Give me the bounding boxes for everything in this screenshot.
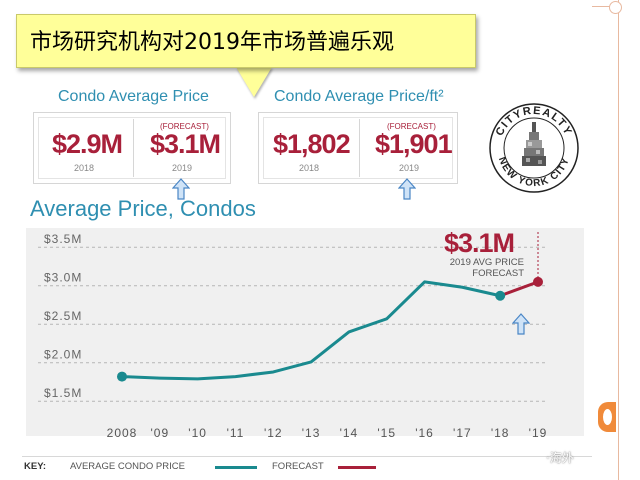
x-tick-label: '13 bbox=[301, 426, 321, 440]
panel-title-price-per-ft: Condo Average Price/ft² bbox=[274, 88, 444, 105]
key-avg-label: AVERAGE CONDO PRICE bbox=[70, 461, 185, 472]
callout-banner: 市场研究机构对2019年市场普遍乐观 bbox=[16, 14, 478, 97]
x-tick-label: '15 bbox=[377, 426, 397, 440]
x-tick-label: 2008 bbox=[106, 426, 138, 440]
data-point-2019-forecast bbox=[533, 276, 543, 287]
line-chart: $1.5M $2.0M $2.5M $3.0M $3.5M bbox=[38, 232, 546, 402]
x-tick-label: '14 bbox=[339, 426, 359, 440]
up-arrow-icon bbox=[398, 178, 416, 200]
up-arrow-icon bbox=[172, 178, 190, 200]
forecast-annotation-line2: FORECAST bbox=[472, 268, 524, 279]
panel-title-avg-price: Condo Average Price bbox=[58, 88, 209, 105]
slide-border bbox=[618, 0, 619, 480]
data-point-2018 bbox=[495, 290, 506, 301]
avg-price-line bbox=[121, 280, 501, 381]
year-2018: 2018 bbox=[299, 163, 320, 173]
slide-border-top bbox=[592, 6, 618, 7]
y-tick-label: $2.0M bbox=[44, 348, 82, 362]
data-point-start bbox=[117, 371, 127, 382]
value-2018: $1,802 bbox=[273, 129, 351, 159]
key-divider bbox=[22, 456, 592, 457]
corner-decoration bbox=[609, 1, 622, 14]
building-icon bbox=[522, 122, 546, 166]
key-forecast-label: FORECAST bbox=[272, 461, 324, 472]
year-2018: 2018 bbox=[74, 163, 95, 173]
y-tick-label: $1.5M bbox=[44, 386, 82, 400]
key-forecast-swatch bbox=[338, 466, 376, 469]
price-per-ft-panel: $1,802 2018 (FORECAST) $1,901 2019 bbox=[258, 112, 458, 184]
y-tick-label: $2.5M bbox=[44, 309, 82, 323]
callout-box bbox=[16, 14, 476, 68]
x-axis-strip bbox=[26, 432, 584, 436]
x-tick-label: '10 bbox=[188, 426, 207, 440]
slide-nav-handle[interactable] bbox=[598, 402, 616, 432]
forecast-annotation-value: $3.1M bbox=[444, 228, 515, 258]
year-2019: 2019 bbox=[399, 163, 420, 173]
forecast-tag: (FORECAST) bbox=[387, 122, 436, 131]
x-tick-label: '09 bbox=[150, 426, 170, 440]
year-2019: 2019 bbox=[172, 163, 193, 173]
chart-title: Average Price, Condos bbox=[30, 196, 256, 221]
key-label: KEY: bbox=[24, 461, 46, 472]
chart-plot-area: $1.5M $2.0M $2.5M $3.0M $3.5M bbox=[26, 228, 584, 432]
x-tick-label: '16 bbox=[415, 426, 434, 440]
value-2019-forecast: $1,901 bbox=[375, 129, 453, 159]
callout-text: 市场研究机构对2019年市场普遍乐观 bbox=[30, 30, 394, 55]
y-tick-label: $3.5M bbox=[44, 232, 82, 246]
x-tick-label: '17 bbox=[453, 426, 472, 440]
callout-tail bbox=[236, 67, 272, 97]
value-2018: $2.9M bbox=[52, 129, 123, 159]
x-tick-label: '18 bbox=[490, 426, 510, 440]
cityrealty-logo: CITYREALTY NEW YORK CITY bbox=[489, 103, 579, 193]
forecast-line bbox=[499, 280, 539, 298]
up-arrow-icon bbox=[512, 313, 530, 335]
y-tick-label: $3.0M bbox=[44, 271, 82, 285]
panel-divider bbox=[133, 119, 134, 177]
value-2019-forecast: $3.1M bbox=[150, 129, 221, 159]
x-tick-label: '19 bbox=[528, 426, 548, 440]
x-tick-label: '11 bbox=[226, 426, 245, 440]
x-tick-label: '12 bbox=[263, 426, 283, 440]
forecast-annotation-line1: 2019 AVG PRICE bbox=[449, 257, 524, 268]
key-avg-swatch bbox=[215, 466, 257, 469]
panel-divider bbox=[359, 119, 360, 177]
panel-frame bbox=[263, 117, 453, 179]
panel-frame bbox=[38, 117, 226, 179]
avg-price-panel: $2.9M 2018 (FORECAST) $3.1M 2019 bbox=[33, 112, 231, 184]
watermark: ·海外 bbox=[546, 451, 574, 465]
forecast-tag: (FORECAST) bbox=[160, 122, 209, 131]
